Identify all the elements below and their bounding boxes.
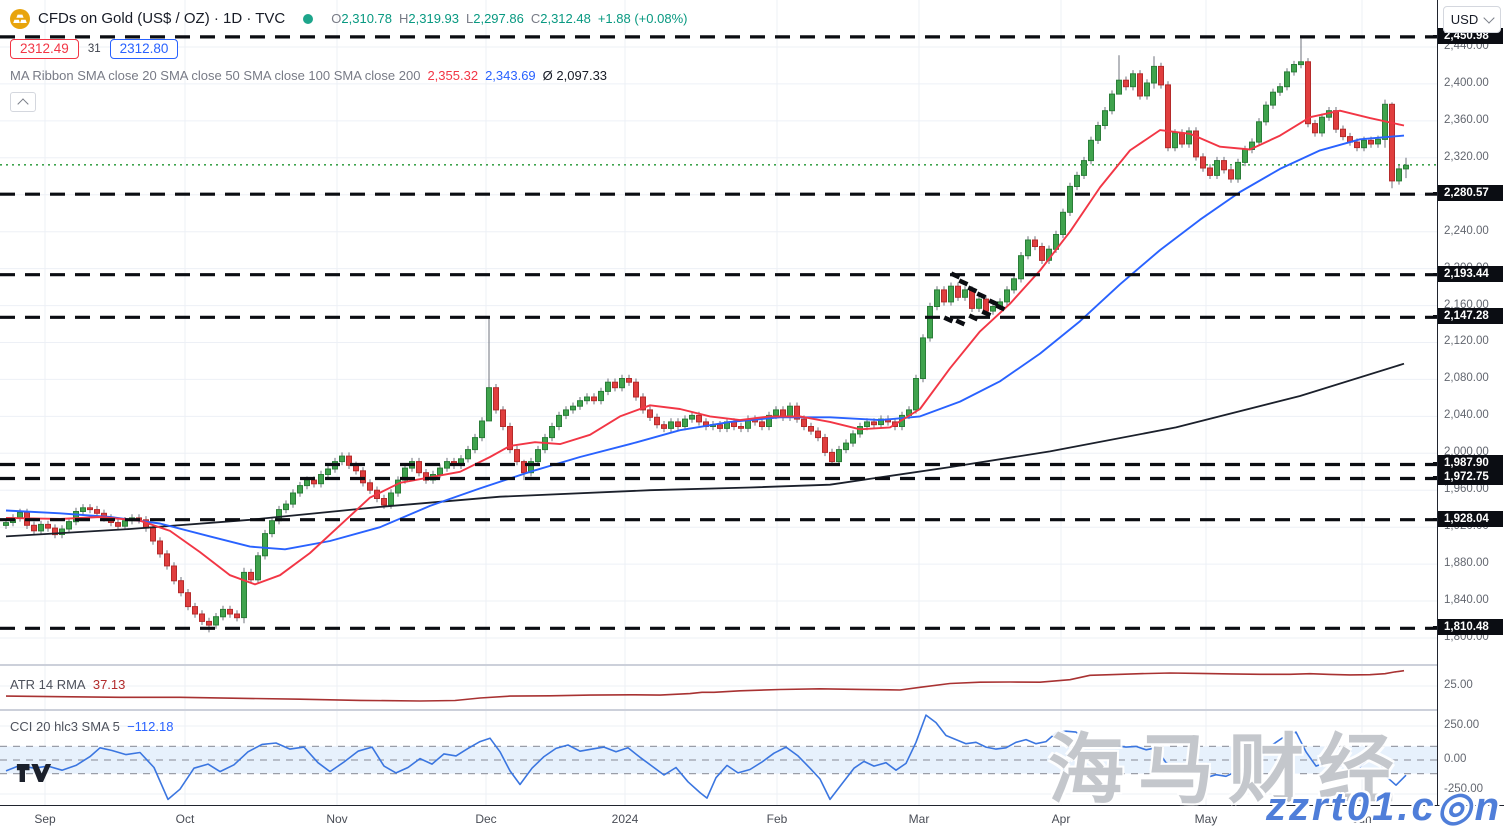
price-axis-label: 1,840.00 bbox=[1444, 594, 1489, 607]
time-axis-label: Oct bbox=[175, 812, 195, 826]
ma-ribbon-row[interactable]: MA Ribbon SMA close 20 SMA close 50 SMA … bbox=[10, 68, 687, 83]
price-level-badge: 2,193.44 bbox=[1433, 265, 1503, 282]
symbol-title[interactable]: CFDs on Gold (US$ / OZ) · 1D · TVC bbox=[38, 10, 286, 27]
time-axis[interactable]: Sep Oct Nov Dec 2024 Feb Mar Apr May Jun bbox=[0, 806, 1504, 833]
time-axis-label: May bbox=[1194, 812, 1218, 826]
time-axis-label: Jun bbox=[1352, 812, 1372, 826]
time-axis-label: Apr bbox=[1051, 812, 1071, 826]
badge-tick bbox=[1433, 462, 1438, 466]
sell-price-button[interactable]: 2312.49 bbox=[10, 39, 79, 59]
time-axis-label: Dec bbox=[475, 812, 497, 826]
gold-coin-icon bbox=[10, 8, 30, 29]
atr-pane-legend[interactable]: ATR 14 RMA 37.13 bbox=[10, 677, 126, 692]
price-level-badge: 2,147.28 bbox=[1433, 308, 1503, 325]
market-status-dot[interactable] bbox=[303, 13, 314, 24]
sma50-value: 2,343.69 bbox=[485, 68, 536, 83]
currency-toggle-button[interactable]: USD bbox=[1443, 6, 1501, 33]
atr-axis-label: 25.00 bbox=[1444, 679, 1473, 691]
tradingview-logo[interactable] bbox=[16, 761, 52, 785]
sma20-value: 2,355.32 bbox=[427, 68, 479, 83]
price-axis-label: 2,320.00 bbox=[1444, 150, 1489, 163]
ma-ribbon-label[interactable]: MA Ribbon SMA close 20 SMA close 50 SMA … bbox=[10, 68, 421, 83]
main-chart-canvas[interactable] bbox=[0, 0, 1437, 805]
price-axis-label: 2,240.00 bbox=[1444, 224, 1489, 237]
price-level-badge: 1,987.90 bbox=[1433, 455, 1503, 472]
sma-avg-value: Ø 2,097.33 bbox=[542, 68, 608, 83]
price-axis-label: 1,880.00 bbox=[1444, 557, 1489, 570]
time-axis-label: Mar bbox=[908, 812, 930, 826]
atr-value: 37.13 bbox=[92, 677, 126, 692]
price-axis-label: 2,120.00 bbox=[1444, 335, 1489, 348]
site-watermark: zzrt01.c◎n bbox=[1266, 785, 1503, 829]
price-axis-label: 2,400.00 bbox=[1444, 76, 1489, 89]
badge-tick bbox=[1433, 626, 1438, 630]
spread-value: 31 bbox=[87, 43, 101, 55]
price-axis-border bbox=[1437, 0, 1438, 806]
price-axis-label: 2,040.00 bbox=[1444, 409, 1489, 422]
cci-pane-legend[interactable]: CCI 20 hlc3 SMA 5 −112.18 bbox=[10, 719, 174, 734]
price-axis-label: 2,160.00 bbox=[1444, 298, 1489, 311]
change-value: +1.88 (+0.08%) bbox=[597, 11, 688, 26]
badge-tick bbox=[1433, 272, 1438, 276]
price-level-badge: 2,280.57 bbox=[1433, 185, 1503, 202]
badge-tick bbox=[1433, 517, 1438, 521]
cci-axis-label: 250.00 bbox=[1444, 719, 1480, 731]
time-axis-label: 2024 bbox=[611, 812, 639, 826]
legend-collapse-button[interactable] bbox=[10, 92, 36, 112]
badge-tick bbox=[1433, 315, 1438, 319]
price-level-badge: 1,810.48 bbox=[1433, 619, 1503, 636]
price-level-badge: 1,928.04 bbox=[1433, 510, 1503, 527]
price-axis-label: 2,000.00 bbox=[1444, 446, 1489, 459]
time-axis-label: Nov bbox=[326, 812, 348, 826]
time-axis-border bbox=[0, 805, 1504, 806]
time-axis-label: Sep bbox=[34, 812, 56, 826]
pane-separator-atr[interactable] bbox=[0, 664, 1504, 666]
time-axis-label: Feb bbox=[766, 812, 788, 826]
badge-tick bbox=[1433, 476, 1438, 480]
cci-value: −112.18 bbox=[127, 719, 174, 734]
cci-axis-label: -250.00 bbox=[1444, 783, 1484, 795]
chart-legend: CFDs on Gold (US$ / OZ) · 1D · TVC O2,31… bbox=[10, 6, 687, 112]
price-level-badge: 1,972.75 bbox=[1433, 469, 1503, 486]
bid-ask-row: 2312.49 31 2312.80 bbox=[10, 38, 687, 60]
buy-price-button[interactable]: 2312.80 bbox=[109, 39, 179, 59]
price-axis-label: 1,960.00 bbox=[1444, 483, 1489, 496]
symbol-row[interactable]: CFDs on Gold (US$ / OZ) · 1D · TVC O2,31… bbox=[10, 6, 687, 31]
brand-watermark: 海马财经 bbox=[1048, 728, 1408, 813]
chevron-up-icon bbox=[17, 97, 29, 110]
price-axis[interactable]: 2,440.00 2,400.00 2,360.00 2,320.00 2,240.00… bbox=[1433, 0, 1504, 805]
pane-separator-cci[interactable] bbox=[0, 709, 1504, 711]
badge-tick bbox=[1433, 192, 1438, 196]
ohlc-values: O2,310.78 H2,319.93 L2,297.86 C2,312.48 … bbox=[331, 11, 688, 26]
price-axis-label: 2,080.00 bbox=[1444, 372, 1489, 385]
cci-axis-label: 0.00 bbox=[1444, 753, 1467, 765]
gear-icon: ◎ bbox=[1436, 785, 1475, 829]
currency-label: USD bbox=[1450, 12, 1479, 27]
badge-tick bbox=[1433, 34, 1438, 38]
chevron-down-icon bbox=[1483, 12, 1495, 24]
price-axis-label: 2,360.00 bbox=[1444, 113, 1489, 126]
